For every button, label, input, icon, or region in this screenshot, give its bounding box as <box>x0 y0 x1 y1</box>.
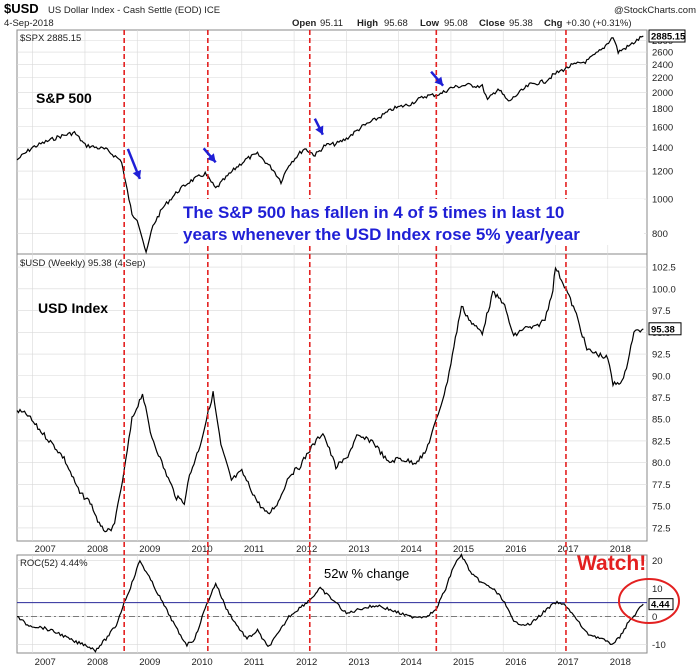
chart-description: US Dollar Index - Cash Settle (EOD) ICE <box>48 5 220 16</box>
usd-legend: $USD (Weekly) 95.38 (4 Sep) <box>20 258 146 269</box>
spx-last-tag: 2885.15 <box>648 29 686 43</box>
arrow-head <box>207 153 216 163</box>
y-tick-label: 90.0 <box>652 371 671 382</box>
roc-pane-frame <box>16 554 648 654</box>
usd-series-line <box>16 266 644 533</box>
y-tick-label: 2600 <box>652 48 673 59</box>
y-tick-label: 82.5 <box>652 436 671 447</box>
open-value: 95.11 <box>320 18 343 29</box>
x-tick-label: 2016 <box>505 544 526 555</box>
watch-label: Watch! <box>577 552 646 575</box>
note-box <box>178 199 644 245</box>
note-line-1: The S&P 500 has fallen in 4 of 5 times i… <box>183 203 564 222</box>
usd-pane-label: USD Index <box>38 300 108 316</box>
low-label: Low <box>420 18 440 29</box>
x-tick-label: 2013 <box>348 544 369 555</box>
spx-last-value: 2885.15 <box>651 32 686 43</box>
y-tick-label: 75.0 <box>652 502 671 513</box>
x-tick-label: 2012 <box>296 657 317 668</box>
y-tick-label: 80.0 <box>652 458 671 469</box>
arrow-head <box>315 125 324 135</box>
x-tick-label: 2015 <box>453 657 474 668</box>
y-tick-label: 102.5 <box>652 263 676 274</box>
y-tick-label: 800 <box>652 229 668 240</box>
y-tick-label: 77.5 <box>652 480 671 491</box>
watch-circle <box>618 578 680 624</box>
x-tick-label: 2009 <box>139 657 160 668</box>
x-tick-label: 2014 <box>401 657 422 668</box>
y-tick-label: 1000 <box>652 195 673 206</box>
x-tick-label: 2007 <box>35 657 56 668</box>
arrow-head <box>434 76 444 86</box>
x-tick-label: 2015 <box>453 544 474 555</box>
roc-last-tag: 4.44 <box>648 598 674 611</box>
y-tick-label: 2200 <box>652 73 673 84</box>
y-tick-label: 1200 <box>652 167 673 178</box>
chart-symbol: $USD <box>4 1 39 16</box>
open-label: Open <box>292 18 316 29</box>
arrows <box>126 70 445 180</box>
x-tick-label: 2010 <box>192 657 213 668</box>
watermark: @StockCharts.com <box>614 5 696 16</box>
usd-last-value: 95.38 <box>651 324 675 335</box>
low-value: 95.08 <box>444 18 468 29</box>
grid-lines <box>17 30 647 653</box>
x-tick-label: 2011 <box>244 657 264 668</box>
roc-series-line <box>16 552 644 653</box>
close-label: Close <box>479 18 505 29</box>
x-tick-label: 2009 <box>139 544 160 555</box>
spx-series-line <box>16 35 644 255</box>
high-value: 95.68 <box>384 18 408 29</box>
spx-legend: $SPX 2885.15 <box>20 33 81 44</box>
y-tick-label: 72.5 <box>652 523 671 534</box>
x-axis-ticks: 2007 2007 2008 2008 2009 2009 2010 2010 2011 2011… <box>35 544 631 668</box>
y-tick-label: 2400 <box>652 60 673 71</box>
x-tick-label: 2018 <box>610 544 631 555</box>
x-tick-label: 2016 <box>505 657 526 668</box>
y-tick-label: 1600 <box>652 122 673 133</box>
high-label: High <box>357 18 378 29</box>
chg-label: Chg <box>544 18 563 29</box>
roc-legend: ROC(52) 4.44% <box>20 558 88 569</box>
roc-title: 52w % change <box>324 566 409 581</box>
chart-date: 4-Sep-2018 <box>4 18 54 29</box>
spx-pane-label: S&P 500 <box>36 90 92 106</box>
x-tick-label: 2010 <box>192 544 213 555</box>
x-tick-label: 2013 <box>348 657 369 668</box>
x-tick-label: 2018 <box>610 657 631 668</box>
x-tick-label: 2012 <box>296 544 317 555</box>
x-tick-label: 2017 <box>558 657 579 668</box>
y-tick-label: 0 <box>652 612 657 623</box>
x-tick-label: 2014 <box>401 544 422 555</box>
y-tick-label: 20 <box>652 556 663 567</box>
y-tick-label: 1800 <box>652 104 673 115</box>
x-tick-label: 2007 <box>35 544 56 555</box>
x-tick-label: 2008 <box>87 544 108 555</box>
y-tick-label: 100.0 <box>652 284 676 295</box>
chg-value: +0.30 (+0.31%) <box>566 18 632 29</box>
y-tick-label: 10 <box>652 584 663 595</box>
close-value: 95.38 <box>509 18 533 29</box>
y-tick-label: 1400 <box>652 143 673 154</box>
note-line-2: years whenever the USD Index rose 5% yea… <box>183 225 580 244</box>
y-tick-label: 2000 <box>652 88 673 99</box>
x-tick-label: 2011 <box>244 544 264 555</box>
y-tick-label: 87.5 <box>652 393 671 404</box>
y-tick-label: 85.0 <box>652 415 671 426</box>
event-lines <box>123 30 567 653</box>
y-tick-label: -10 <box>652 640 666 651</box>
x-tick-label: 2008 <box>87 657 108 668</box>
y-tick-label: 92.5 <box>652 350 671 361</box>
arrow-head <box>132 169 142 179</box>
y-tick-label: 97.5 <box>652 306 671 317</box>
usd-last-tag: 95.38 <box>648 322 682 336</box>
x-tick-label: 2017 <box>558 544 579 555</box>
roc-last-value: 4.44 <box>651 600 670 611</box>
